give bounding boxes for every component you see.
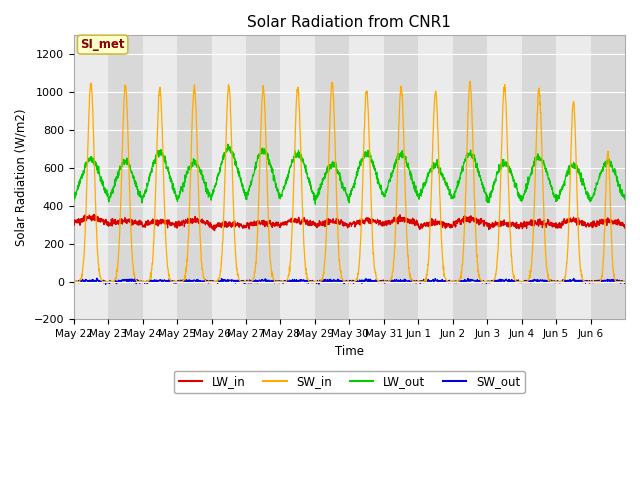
SW_in: [547, 279, 554, 285]
Bar: [143, 36, 177, 319]
Bar: [522, 36, 556, 319]
Y-axis label: Solar Radiation (W/m2): Solar Radiation (W/m2): [15, 108, 28, 246]
Line: LW_out: LW_out: [74, 144, 625, 204]
LW_out: [516, 195, 524, 201]
SW_out: [614, 279, 621, 285]
Legend: LW_in, SW_in, LW_out, SW_out: LW_in, SW_in, LW_out, SW_out: [174, 371, 525, 393]
Bar: [384, 36, 419, 319]
LW_in: [383, 219, 390, 225]
SW_in: [466, 78, 474, 84]
Bar: [315, 36, 349, 319]
SW_in: [621, 279, 629, 285]
Line: SW_in: SW_in: [74, 81, 625, 282]
SW_in: [244, 279, 252, 285]
X-axis label: Time: Time: [335, 345, 364, 358]
SW_out: [93, 275, 101, 281]
LW_in: [621, 225, 629, 231]
SW_in: [516, 279, 524, 285]
SW_out: [125, 278, 133, 284]
Bar: [419, 36, 452, 319]
Bar: [349, 36, 384, 319]
LW_in: [211, 228, 218, 234]
Bar: [177, 36, 212, 319]
Line: SW_out: SW_out: [74, 278, 625, 285]
LW_out: [383, 187, 390, 192]
LW_out: [614, 177, 621, 182]
Bar: [108, 36, 143, 319]
LW_out: [125, 162, 132, 168]
SW_in: [70, 279, 77, 285]
Bar: [246, 36, 280, 319]
LW_out: [70, 191, 77, 197]
LW_out: [547, 183, 555, 189]
SW_in: [614, 279, 621, 285]
SW_out: [383, 279, 390, 285]
SW_in: [125, 159, 132, 165]
LW_out: [224, 141, 232, 147]
LW_in: [90, 212, 98, 217]
Bar: [591, 36, 625, 319]
LW_in: [614, 222, 621, 228]
LW_in: [70, 219, 77, 225]
Bar: [452, 36, 487, 319]
Bar: [280, 36, 315, 319]
SW_out: [244, 279, 252, 285]
LW_in: [125, 216, 133, 222]
Line: LW_in: LW_in: [74, 215, 625, 231]
SW_out: [621, 279, 629, 285]
LW_in: [547, 219, 555, 225]
Bar: [212, 36, 246, 319]
Bar: [487, 36, 522, 319]
LW_in: [516, 222, 524, 228]
SW_out: [70, 280, 77, 286]
SW_in: [383, 279, 390, 285]
SW_out: [516, 278, 524, 284]
LW_out: [312, 201, 319, 207]
Text: SI_met: SI_met: [81, 38, 125, 51]
SW_out: [102, 282, 109, 288]
LW_in: [244, 224, 252, 229]
LW_out: [621, 197, 629, 203]
Title: Solar Radiation from CNR1: Solar Radiation from CNR1: [248, 15, 451, 30]
LW_out: [244, 190, 252, 196]
SW_out: [547, 278, 555, 284]
Bar: [556, 36, 591, 319]
Bar: [74, 36, 108, 319]
